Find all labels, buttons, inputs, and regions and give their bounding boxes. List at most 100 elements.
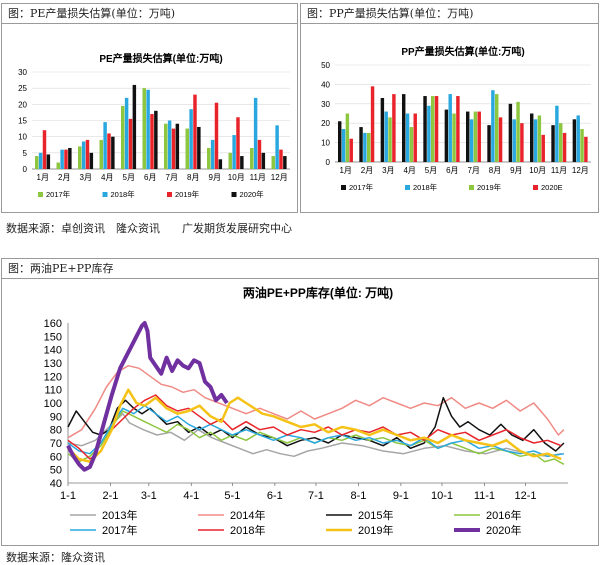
x-tick-label: 5月 [425, 166, 437, 175]
bar [56, 162, 60, 169]
legend-swatch [469, 185, 474, 190]
series-line [67, 396, 565, 452]
bar [214, 102, 219, 169]
x-tick-label: 12-1 [515, 490, 537, 502]
y-tick-label: 20 [18, 100, 27, 109]
bar [498, 117, 503, 162]
source-note-top: 数据来源：卓创资讯 隆众资讯 广发期货发展研究中心 [6, 222, 292, 235]
bar [551, 125, 555, 162]
bar [434, 96, 439, 162]
bar [81, 141, 86, 169]
x-tick-label: 4月 [403, 166, 415, 175]
legend-swatch [102, 192, 108, 197]
bar [64, 149, 68, 169]
legend-swatch [231, 192, 237, 197]
bar [487, 125, 491, 162]
y-tick-label: 40 [321, 80, 330, 89]
series-line [67, 364, 565, 439]
bar [257, 139, 262, 169]
x-tick-label: 9月 [209, 173, 221, 182]
legend-label: 2019年 [175, 189, 200, 199]
x-tick-label: 10月 [529, 166, 546, 175]
legend-label: 2013年 [102, 508, 137, 522]
bar [541, 134, 545, 162]
x-tick-label: 2月 [361, 166, 373, 175]
bar [520, 123, 524, 162]
bar [283, 156, 287, 169]
x-tick-label: 5月 [123, 173, 135, 182]
bar [103, 122, 107, 169]
x-tick-label: 8-1 [350, 490, 366, 502]
bar [380, 97, 385, 162]
bar [533, 119, 538, 162]
x-tick-label: 8月 [187, 173, 199, 182]
legend-label: 2020E [541, 183, 563, 192]
bar [210, 139, 215, 169]
y-tick-label: 70 [50, 438, 62, 450]
y-tick-label: 40 [50, 478, 62, 490]
x-tick-label: 3月 [382, 166, 394, 175]
bar [405, 113, 410, 162]
pp-loss-chart: PP产量损失估算(单位:万吨) 0 10 20 30 40 50 1月 2月 3月 4月 5月 6月 7月… [321, 45, 591, 192]
bar [197, 126, 201, 169]
bar [279, 149, 283, 169]
source-note-bottom: 数据来源：隆众资讯 [6, 551, 105, 564]
x-tick-label: 4-1 [183, 490, 199, 502]
bar [253, 97, 258, 169]
y-tick-label: 50 [321, 61, 330, 70]
x-tick-label: 8月 [489, 166, 501, 175]
bar [409, 127, 414, 162]
bar [413, 113, 417, 162]
bar [555, 105, 559, 162]
bar [35, 156, 39, 169]
bar [111, 136, 115, 169]
legend-label: 2017年 [46, 189, 71, 199]
bar [189, 109, 193, 169]
x-tick-label: 4月 [101, 173, 113, 182]
bar [537, 115, 542, 162]
series-line [67, 388, 562, 463]
bar [132, 84, 137, 169]
legend-swatch [405, 185, 410, 190]
bar [142, 88, 146, 169]
legend-swatch [167, 192, 172, 197]
x-tick-label: 12月 [271, 173, 288, 182]
bar [516, 101, 520, 162]
x-tick-label: 3月 [80, 173, 92, 182]
bar [271, 156, 275, 169]
y-tick-label: 120 [44, 371, 62, 383]
bar [150, 114, 154, 169]
legend-label: 2018年 [111, 189, 136, 199]
legend-label: 2018年 [413, 182, 438, 192]
series-line [67, 412, 562, 458]
legend-label: 2019年 [477, 182, 502, 192]
series-line [66, 321, 229, 472]
y-tick-label: 15 [18, 117, 27, 126]
bar [337, 121, 342, 162]
bar [508, 103, 513, 162]
legend-label: 2015年 [358, 508, 393, 522]
legend-swatch [533, 185, 538, 190]
legend-swatch [38, 192, 43, 197]
x-tick-label: 6月 [446, 166, 458, 175]
bar [207, 147, 211, 169]
bar [423, 96, 427, 162]
bar [559, 123, 563, 162]
bar [193, 94, 197, 169]
bar [491, 90, 495, 162]
chart-title: 两油PE+PP库存(单位: 万吨) [243, 285, 393, 300]
pe-chart-panel: 图：PE产量损失估算(单位：万吨) PE产量损失估算(单位:万吨) 0 5 10 15 2… [1, 3, 298, 213]
bar [89, 152, 94, 169]
bar [167, 120, 172, 169]
bar [121, 105, 125, 169]
series-line [67, 404, 565, 458]
x-tick-label: 1月 [37, 173, 49, 182]
y-tick-label: 80 [50, 425, 62, 437]
chart-title: PE产量损失估算(单位:万吨) [99, 52, 222, 65]
bar [107, 133, 111, 169]
x-tick-label: 2-1 [103, 490, 119, 502]
bar [228, 152, 232, 169]
bar [345, 113, 350, 162]
y-tick-label: 20 [321, 119, 330, 128]
